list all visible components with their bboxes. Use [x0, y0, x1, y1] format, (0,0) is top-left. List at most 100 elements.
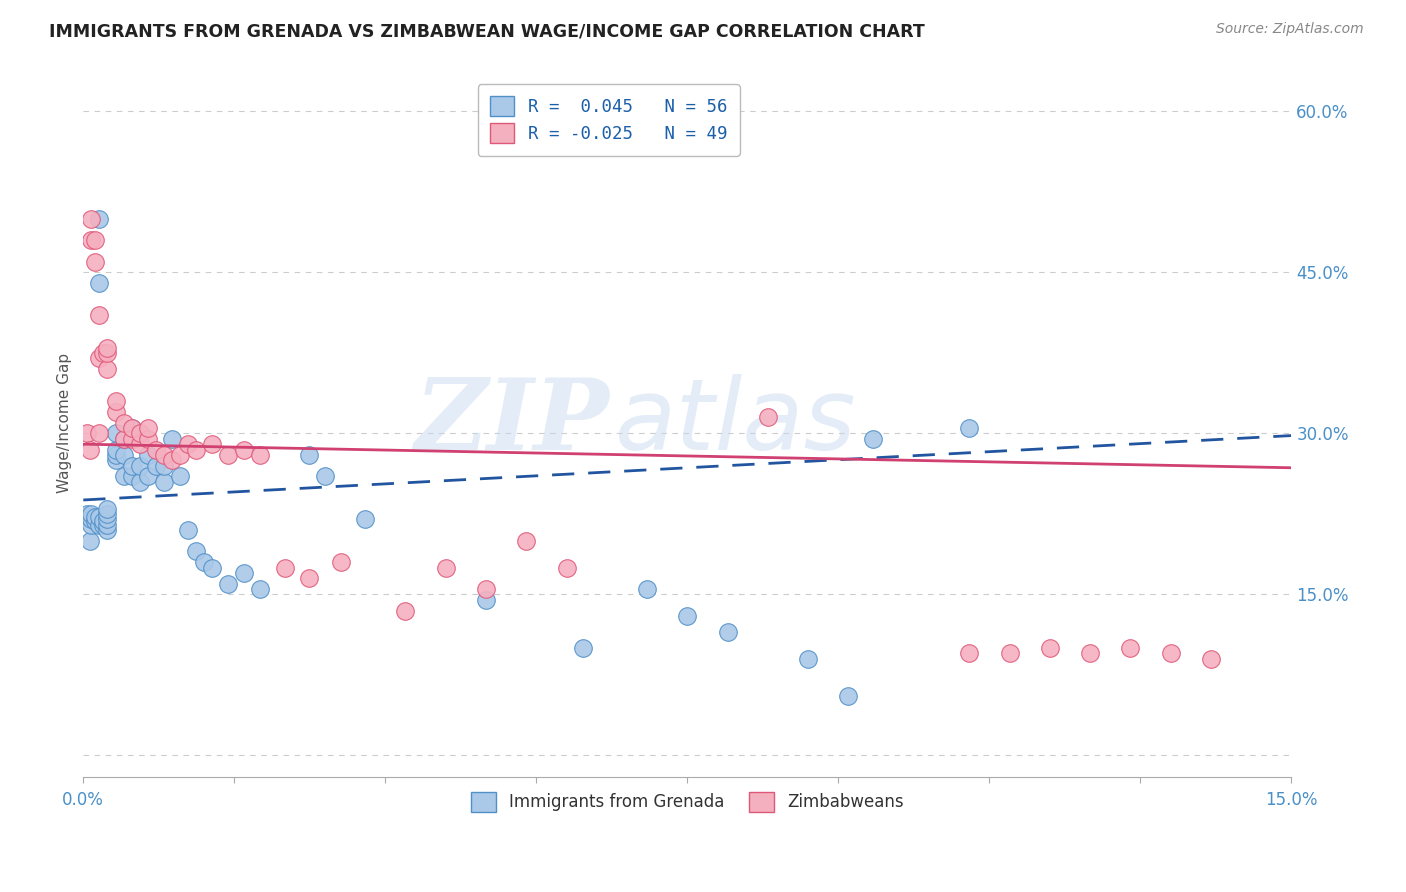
Point	[93, 517, 115, 532]
Point	[104, 442, 127, 457]
Point	[128, 458, 150, 473]
Point	[96, 362, 118, 376]
Point	[84, 233, 107, 247]
Point	[145, 458, 167, 473]
Point	[121, 421, 143, 435]
Point	[79, 442, 101, 457]
Point	[80, 507, 103, 521]
Point	[93, 346, 115, 360]
Point	[89, 309, 111, 323]
Point	[298, 448, 321, 462]
Point	[89, 426, 111, 441]
Text: atlas: atlas	[614, 374, 856, 471]
Text: IMMIGRANTS FROM GRENADA VS ZIMBABWEAN WAGE/INCOME GAP CORRELATION CHART: IMMIGRANTS FROM GRENADA VS ZIMBABWEAN WA…	[49, 22, 925, 40]
Point	[797, 652, 820, 666]
Point	[145, 442, 167, 457]
Point	[80, 211, 103, 226]
Point	[184, 442, 207, 457]
Y-axis label: Wage/Income Gap: Wage/Income Gap	[58, 352, 72, 492]
Point	[96, 512, 118, 526]
Point	[89, 351, 111, 366]
Point	[76, 426, 98, 441]
Point	[104, 394, 127, 409]
Point	[160, 453, 183, 467]
Point	[1199, 652, 1222, 666]
Point	[717, 624, 740, 639]
Point	[84, 515, 107, 529]
Point	[104, 448, 127, 462]
Point	[676, 608, 699, 623]
Point	[475, 582, 498, 596]
Point	[89, 276, 111, 290]
Point	[354, 512, 377, 526]
Point	[314, 469, 336, 483]
Point	[79, 533, 101, 548]
Point	[193, 555, 215, 569]
Point	[128, 426, 150, 441]
Point	[80, 517, 103, 532]
Point	[136, 469, 159, 483]
Point	[233, 442, 256, 457]
Point	[112, 469, 135, 483]
Point	[112, 448, 135, 462]
Point	[128, 475, 150, 489]
Point	[177, 523, 200, 537]
Point	[121, 432, 143, 446]
Point	[1078, 647, 1101, 661]
Point	[153, 458, 176, 473]
Point	[89, 211, 111, 226]
Point	[217, 448, 239, 462]
Point	[96, 501, 118, 516]
Point	[96, 523, 118, 537]
Point	[104, 405, 127, 419]
Point	[636, 582, 658, 596]
Point	[862, 432, 884, 446]
Point	[249, 582, 271, 596]
Point	[96, 341, 118, 355]
Point	[80, 233, 103, 247]
Point	[515, 533, 537, 548]
Point	[89, 510, 111, 524]
Point	[1039, 641, 1062, 656]
Text: Source: ZipAtlas.com: Source: ZipAtlas.com	[1216, 22, 1364, 37]
Point	[169, 469, 191, 483]
Point	[112, 432, 135, 446]
Point	[249, 448, 271, 462]
Point	[184, 544, 207, 558]
Point	[76, 507, 98, 521]
Point	[169, 448, 191, 462]
Point	[89, 517, 111, 532]
Point	[153, 475, 176, 489]
Point	[96, 517, 118, 532]
Point	[998, 647, 1021, 661]
Point	[153, 448, 176, 462]
Point	[96, 346, 118, 360]
Point	[96, 507, 118, 521]
Point	[1119, 641, 1142, 656]
Point	[298, 571, 321, 585]
Text: ZIP: ZIP	[413, 375, 609, 471]
Point	[957, 647, 980, 661]
Point	[201, 560, 224, 574]
Point	[475, 592, 498, 607]
Point	[571, 641, 593, 656]
Point	[80, 512, 103, 526]
Point	[136, 421, 159, 435]
Point	[394, 603, 416, 617]
Point	[104, 426, 127, 441]
Point	[84, 510, 107, 524]
Point	[756, 410, 779, 425]
Point	[112, 432, 135, 446]
Point	[177, 437, 200, 451]
Point	[121, 458, 143, 473]
Legend: Immigrants from Grenada, Zimbabweans: Immigrants from Grenada, Zimbabweans	[457, 778, 918, 825]
Point	[957, 421, 980, 435]
Point	[121, 469, 143, 483]
Point	[273, 560, 295, 574]
Point	[104, 453, 127, 467]
Point	[136, 432, 159, 446]
Point	[434, 560, 457, 574]
Point	[136, 448, 159, 462]
Point	[84, 254, 107, 268]
Point	[1160, 647, 1182, 661]
